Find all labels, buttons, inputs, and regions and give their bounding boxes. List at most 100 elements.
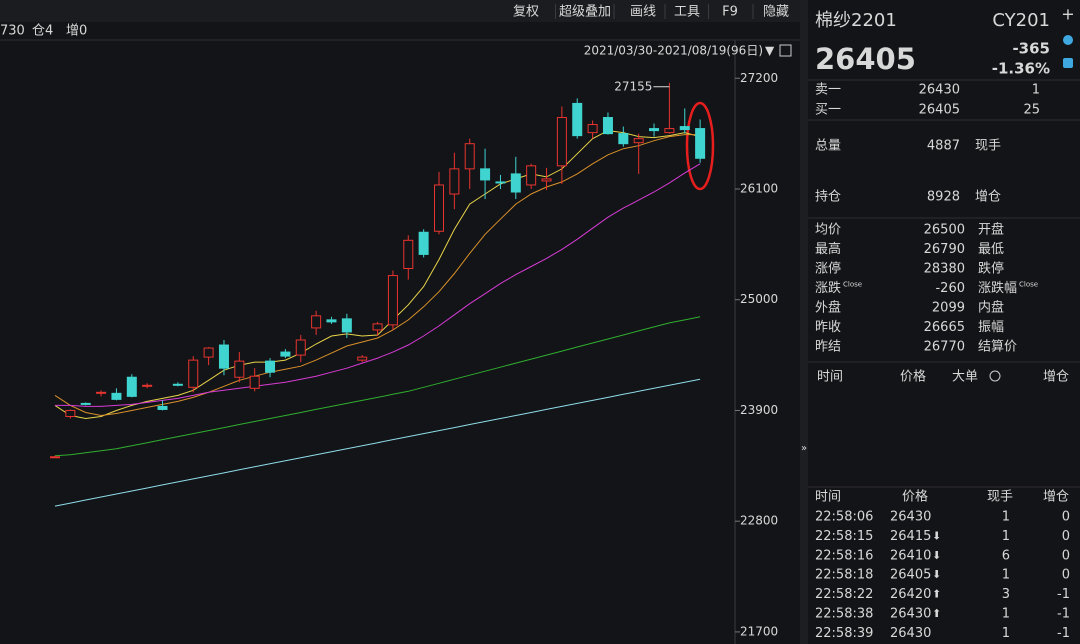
tick-time: 22:58:18	[815, 568, 873, 583]
candle-body	[526, 165, 537, 186]
stat-label: 结算价	[978, 340, 1017, 355]
stat-label: 现手	[975, 139, 1001, 154]
tick-qty: 1	[1002, 626, 1010, 641]
contract-name: 棉纱2201	[815, 10, 897, 31]
candle-body	[618, 133, 629, 145]
candle-body	[126, 376, 137, 397]
tick-oi: 0	[1062, 568, 1070, 583]
tick-price: 26430	[890, 510, 931, 525]
candle-body	[80, 402, 91, 405]
column-header: 时间	[815, 490, 841, 505]
candle-body	[464, 143, 475, 170]
tick-time: 22:58:38	[815, 607, 873, 622]
y-tick-label: 22800	[740, 514, 778, 528]
add-icon[interactable]: +	[1061, 5, 1074, 24]
toolbar-button[interactable]: 隐藏	[763, 5, 789, 20]
candle-body	[65, 409, 76, 417]
last-price: 26405	[815, 42, 916, 76]
tick-price: 26415	[890, 529, 931, 544]
tick-direction: ⬇	[932, 568, 941, 581]
window-icon[interactable]	[779, 44, 792, 57]
candle-body	[679, 126, 690, 131]
dropdown-arrow[interactable]: ▼	[765, 44, 775, 58]
stat-value: 4887	[927, 139, 960, 154]
stat-label: 持仓	[815, 190, 841, 205]
candle-body	[172, 383, 183, 386]
candle-body	[572, 102, 583, 137]
candle-body	[295, 339, 306, 356]
stat-value: 8928	[927, 190, 960, 205]
candle-body	[434, 184, 444, 232]
candle-body	[203, 347, 214, 358]
tick-qty: 1	[1002, 529, 1010, 544]
stat-value: 26500	[924, 223, 965, 238]
tick-oi: 0	[1062, 548, 1070, 563]
tick-oi: 0	[1062, 529, 1070, 544]
stat-label: 跌停	[978, 261, 1004, 277]
column-header: 现手	[987, 490, 1013, 505]
stat-value: 26665	[924, 320, 965, 335]
stat-label: 外盘	[815, 300, 841, 316]
info-text: 仓4	[32, 24, 53, 39]
toolbar-button[interactable]: 复权	[513, 4, 539, 20]
contract-code: CY201	[992, 10, 1050, 31]
y-tick-label: 26100	[740, 181, 778, 195]
candle-body	[111, 392, 122, 400]
settings-icon[interactable]	[989, 370, 1001, 382]
highlight-ellipse	[685, 101, 715, 191]
splitter	[800, 0, 808, 644]
stat-label: 昨收	[815, 320, 841, 335]
book-qty: 25	[1023, 103, 1040, 118]
tick-price: 26405	[890, 568, 931, 583]
candle-body	[372, 323, 383, 331]
candle-body	[341, 318, 352, 333]
candle-body	[449, 168, 460, 195]
tick-oi: -1	[1057, 626, 1070, 641]
y-tick-label: 21700	[740, 624, 778, 638]
toolbar-button[interactable]: 超级叠加	[559, 5, 611, 20]
tick-time: 22:58:16	[815, 548, 873, 563]
stat-label: 总量	[815, 139, 841, 154]
toolbar-button[interactable]: 画线	[630, 5, 656, 20]
candle-body	[510, 173, 521, 193]
stat-sup: Close	[1019, 281, 1038, 289]
column-header: 价格	[902, 489, 928, 505]
bell-icon[interactable]	[1063, 35, 1073, 45]
toolbar-button[interactable]: F9	[722, 5, 738, 20]
candle-body	[587, 124, 598, 134]
change-percent: -1.36%	[992, 60, 1050, 78]
stat-label: 增仓	[975, 190, 1001, 205]
tick-time: 22:58:06	[815, 510, 873, 525]
stat-label: 振幅	[978, 320, 1004, 335]
toolbar-button[interactable]: 工具	[674, 5, 700, 20]
candle-body	[311, 315, 322, 329]
tick-qty: 1	[1002, 510, 1010, 525]
stat-label: 涨跌幅	[978, 280, 1017, 296]
column-header: 大单	[952, 370, 978, 385]
tick-time: 22:58:15	[815, 529, 873, 544]
column-header: 增仓	[1043, 490, 1069, 505]
candle-body	[50, 456, 60, 459]
tick-direction: ⬇	[932, 549, 941, 562]
candle-body	[556, 117, 567, 167]
edit-icon[interactable]	[1063, 58, 1073, 68]
tick-time: 22:58:22	[815, 587, 873, 602]
moving-average	[54, 378, 701, 507]
candle-body	[664, 128, 675, 134]
candle-body	[280, 351, 291, 357]
collapse-toggle[interactable]: »	[801, 443, 807, 454]
moving-average	[54, 316, 701, 457]
candle-body	[695, 128, 706, 159]
candle-body	[249, 375, 260, 389]
annotation: 27155	[614, 79, 652, 93]
candle-body	[265, 360, 276, 373]
date-range: 2021/03/30-2021/08/19(96日)	[584, 44, 763, 58]
info-text: 730	[0, 24, 25, 39]
y-tick-label: 27200	[740, 71, 778, 85]
candle-body	[326, 319, 337, 323]
book-price: 26430	[919, 83, 960, 98]
candle-body	[602, 117, 613, 135]
stat-label: 开盘	[978, 222, 1004, 238]
stat-label: 昨结	[815, 340, 841, 355]
